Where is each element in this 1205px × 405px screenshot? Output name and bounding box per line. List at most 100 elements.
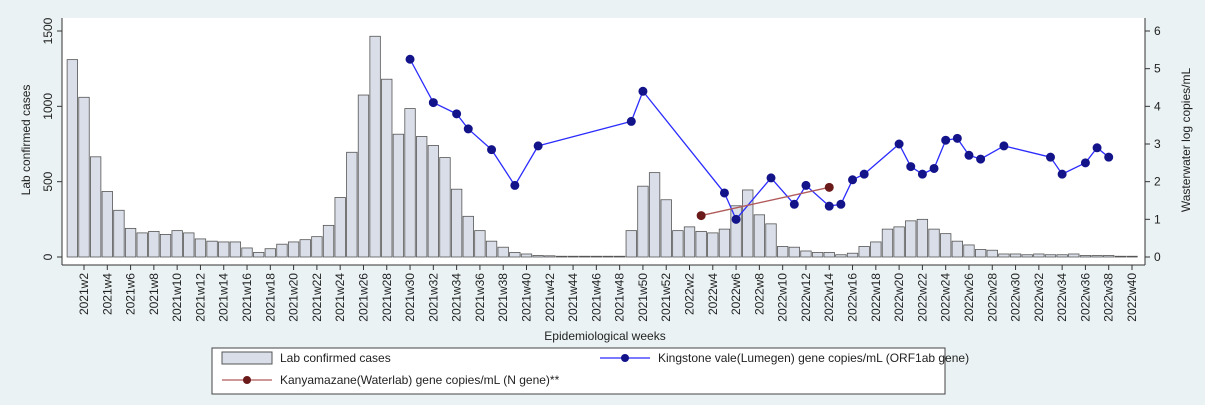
x-axis-title: Epidemiological weeks [544, 329, 665, 343]
x-tick-label: 2021w36 [473, 273, 487, 322]
bar [1056, 254, 1068, 258]
bar [229, 241, 242, 258]
line-segment [1003, 145, 1051, 158]
bar [194, 238, 207, 258]
bar [951, 240, 963, 258]
bar [858, 246, 870, 258]
bar [881, 228, 894, 258]
point [452, 109, 462, 119]
x-tick-label: 2021w52 [659, 273, 673, 322]
point [428, 98, 438, 108]
x-tick-label: 2022w12 [799, 273, 813, 322]
bar [148, 230, 160, 258]
bar [381, 78, 393, 258]
x-tick-label: 2022w20 [892, 273, 906, 322]
bar [369, 35, 381, 258]
x-tick-label: 2021w12 [193, 273, 207, 322]
x-tick-label: 2022w4 [706, 273, 720, 315]
bar [90, 156, 102, 258]
x-tick-label: 2021w24 [333, 273, 347, 322]
y2-tick-label: 2 [1154, 175, 1161, 189]
bar [1021, 254, 1033, 258]
x-tick-label: 2021w46 [589, 273, 603, 322]
bar [520, 253, 533, 258]
bar [742, 189, 754, 258]
bar [998, 253, 1010, 258]
x-tick-label: 2022w28 [985, 273, 999, 322]
point [405, 54, 415, 64]
plot-area [62, 18, 1145, 265]
point [906, 162, 916, 172]
point [952, 133, 962, 143]
bar [1009, 253, 1022, 258]
x-tick-label: 2022w36 [1078, 273, 1092, 322]
point [801, 180, 811, 190]
bar [404, 108, 416, 258]
x-tick-label: 2021w30 [403, 273, 417, 322]
x-tick-label: 2022w2 [683, 273, 697, 315]
bar [544, 255, 556, 258]
legend-label: Lab confirmed cases [280, 351, 391, 365]
bar [672, 230, 684, 258]
bar [940, 233, 952, 258]
bar [474, 230, 486, 258]
bar [870, 241, 882, 258]
point [1080, 158, 1090, 168]
y2-tick-label: 6 [1154, 24, 1161, 38]
x-tick-label: 2021w48 [613, 273, 627, 322]
bar [730, 205, 742, 258]
x-tick-label: 2022w26 [962, 273, 976, 322]
point [1092, 143, 1102, 153]
bar [276, 243, 288, 258]
bar [974, 249, 987, 258]
x-tick-label: 2021w6 [124, 273, 138, 315]
bar [392, 133, 405, 258]
bar [718, 228, 731, 258]
bar [811, 252, 824, 258]
x-tick-label: 2021w16 [240, 273, 254, 322]
x-tick-label: 2021w20 [287, 273, 301, 322]
x-tick-label: 2021w42 [543, 273, 557, 322]
line-segment [770, 177, 795, 205]
bar [183, 232, 195, 258]
x-tick-label: 2021w8 [147, 273, 161, 315]
x-tick-label: 2022w18 [869, 273, 883, 322]
point [731, 214, 741, 224]
y-tick-label: 1000 [41, 93, 55, 120]
bar [124, 227, 137, 258]
bar [159, 233, 172, 258]
bar [78, 96, 90, 258]
bar [788, 246, 800, 258]
x-tick-label: 2022w40 [1125, 273, 1139, 322]
legend-label: Kanyamazane(Waterlab) gene copies/mL (N … [280, 373, 560, 387]
line-segment [491, 149, 516, 186]
x-tick-label: 2021w28 [380, 273, 394, 322]
x-tick-label: 2021w38 [496, 273, 510, 322]
bar [532, 255, 544, 258]
y-tick-label: 500 [41, 171, 55, 191]
bar [171, 230, 183, 258]
point [1045, 152, 1055, 162]
bar [916, 218, 929, 258]
x-tick-label: 2022w14 [822, 273, 836, 322]
bar [1091, 255, 1103, 258]
line-segment [701, 186, 830, 217]
bar [264, 248, 276, 258]
point [836, 199, 846, 209]
x-tick-label: 2021w50 [636, 273, 650, 322]
bar [1079, 255, 1092, 258]
x-tick-label: 2021w14 [217, 273, 231, 322]
line-segment [840, 179, 854, 205]
x-tick-label: 2021w18 [263, 273, 277, 322]
legend-marker [243, 376, 251, 384]
bar [311, 236, 323, 258]
point [626, 116, 636, 126]
x-tick-label: 2021w26 [356, 273, 370, 322]
bar [1068, 253, 1080, 258]
point [487, 145, 497, 155]
point [941, 135, 951, 145]
point [696, 211, 706, 221]
point [917, 169, 927, 179]
bar [683, 226, 696, 258]
legend-marker [621, 354, 629, 362]
